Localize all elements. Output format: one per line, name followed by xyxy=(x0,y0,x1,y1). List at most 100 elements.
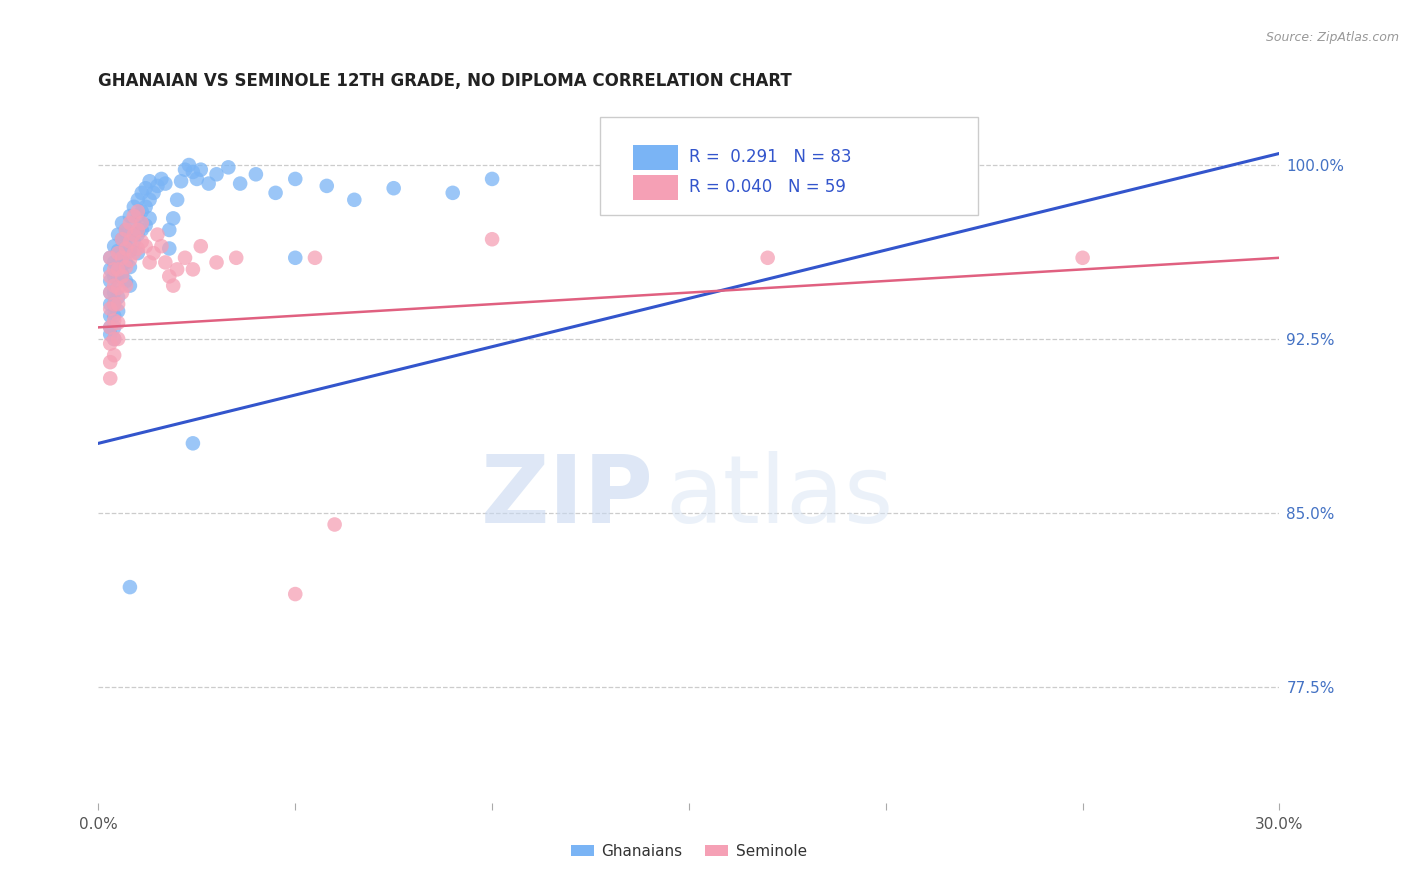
Point xyxy=(162,211,184,226)
Text: R = 0.040   N = 59: R = 0.040 N = 59 xyxy=(689,178,846,196)
Point xyxy=(131,186,153,200)
Point xyxy=(1071,251,1094,265)
FancyBboxPatch shape xyxy=(634,175,678,200)
Point xyxy=(103,262,125,277)
Point xyxy=(323,517,346,532)
Point xyxy=(103,348,125,362)
Point xyxy=(118,227,141,242)
Point xyxy=(174,162,197,177)
Point xyxy=(122,235,145,249)
Point xyxy=(131,216,153,230)
Point xyxy=(103,332,125,346)
Point xyxy=(142,246,165,260)
Point xyxy=(131,223,153,237)
Point xyxy=(217,161,239,175)
Point xyxy=(138,255,160,269)
Point xyxy=(107,316,129,330)
Point xyxy=(190,239,212,253)
Point xyxy=(98,336,121,351)
Point xyxy=(135,200,157,214)
Point xyxy=(127,204,149,219)
Point xyxy=(107,258,129,272)
Point xyxy=(150,239,173,253)
Point xyxy=(315,178,337,193)
Point xyxy=(111,232,134,246)
Point xyxy=(98,285,121,300)
Point xyxy=(103,278,125,293)
Point xyxy=(382,181,405,195)
Point xyxy=(111,269,134,284)
Point xyxy=(98,320,121,334)
Point xyxy=(107,281,129,295)
Point xyxy=(157,242,180,256)
Point xyxy=(717,190,740,204)
Point xyxy=(98,301,121,316)
Point xyxy=(142,186,165,200)
Point xyxy=(118,216,141,230)
Point xyxy=(107,332,129,346)
Point xyxy=(135,239,157,253)
Point xyxy=(170,174,193,188)
Point xyxy=(131,235,153,249)
Point xyxy=(98,285,121,300)
Point xyxy=(98,262,121,277)
Point xyxy=(441,186,464,200)
Point xyxy=(229,177,252,191)
Point xyxy=(98,355,121,369)
Point xyxy=(127,223,149,237)
Point xyxy=(107,290,129,304)
Point xyxy=(264,186,287,200)
Point xyxy=(127,209,149,223)
Point xyxy=(118,278,141,293)
Point xyxy=(146,227,169,242)
Text: Source: ZipAtlas.com: Source: ZipAtlas.com xyxy=(1265,31,1399,45)
Point xyxy=(98,327,121,342)
Point xyxy=(107,244,129,258)
Point xyxy=(162,278,184,293)
Point xyxy=(155,255,177,269)
Point xyxy=(127,242,149,256)
Point xyxy=(166,193,188,207)
Point xyxy=(115,223,138,237)
Point xyxy=(146,178,169,193)
Point xyxy=(107,227,129,242)
Point xyxy=(111,251,134,265)
Point xyxy=(756,251,779,265)
Point xyxy=(245,167,267,181)
Point xyxy=(343,193,366,207)
Point xyxy=(205,167,228,181)
Point xyxy=(103,269,125,284)
Point xyxy=(103,285,125,300)
Point xyxy=(98,269,121,284)
Point xyxy=(138,193,160,207)
Point xyxy=(186,172,208,186)
Text: atlas: atlas xyxy=(665,450,894,542)
Point xyxy=(155,177,177,191)
Point xyxy=(122,200,145,214)
Point xyxy=(122,246,145,260)
Point xyxy=(481,172,503,186)
Point xyxy=(131,204,153,219)
Point xyxy=(103,255,125,269)
Text: R =  0.291   N = 83: R = 0.291 N = 83 xyxy=(689,148,852,166)
Point xyxy=(127,193,149,207)
Point xyxy=(103,313,125,327)
Point xyxy=(138,174,160,188)
Point xyxy=(284,587,307,601)
Point xyxy=(166,262,188,277)
Point xyxy=(135,219,157,233)
Point xyxy=(138,211,160,226)
Point xyxy=(107,304,129,318)
Point xyxy=(118,580,141,594)
Point xyxy=(127,246,149,260)
Point xyxy=(481,232,503,246)
Point xyxy=(284,251,307,265)
Point xyxy=(181,436,204,450)
Point xyxy=(98,371,121,385)
Point xyxy=(118,260,141,274)
Point xyxy=(98,309,121,323)
Point xyxy=(304,251,326,265)
FancyBboxPatch shape xyxy=(600,118,979,215)
Point xyxy=(98,251,121,265)
Text: ZIP: ZIP xyxy=(481,450,654,542)
